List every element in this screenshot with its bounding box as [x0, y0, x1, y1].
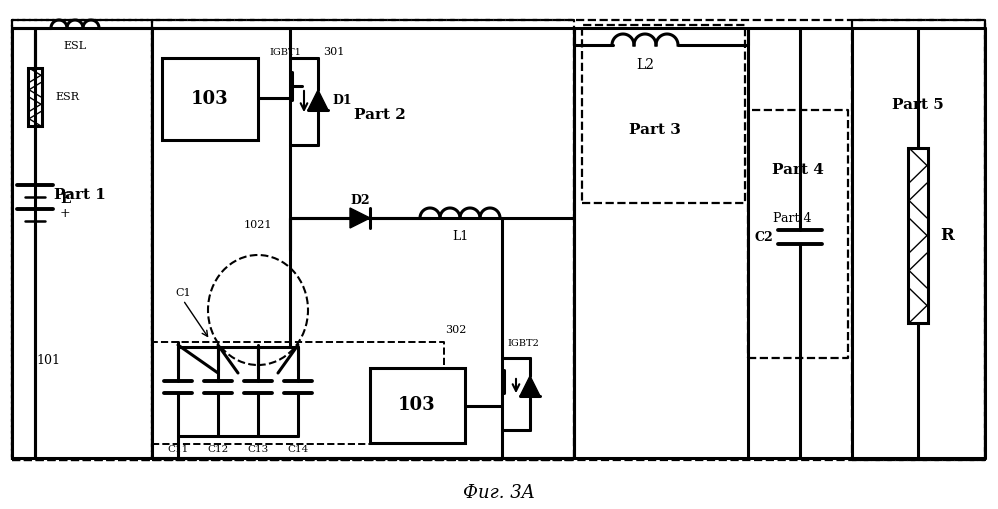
- Text: Part 4: Part 4: [772, 163, 824, 177]
- Text: +: +: [60, 207, 71, 219]
- Text: ESL: ESL: [64, 41, 87, 51]
- Text: C13: C13: [248, 445, 268, 455]
- Text: ESR: ESR: [55, 92, 79, 102]
- Bar: [908, 148, 928, 323]
- Text: Part 1: Part 1: [54, 188, 106, 202]
- Bar: [152, 20, 574, 460]
- Text: 1021: 1021: [244, 220, 272, 230]
- Text: IGBT1: IGBT1: [269, 47, 301, 56]
- Polygon shape: [520, 376, 540, 396]
- Text: C11: C11: [168, 445, 189, 455]
- Text: C14: C14: [287, 445, 308, 455]
- Text: E: E: [60, 192, 71, 206]
- Bar: [162, 58, 258, 140]
- Text: Part 4: Part 4: [773, 212, 811, 224]
- Bar: [582, 25, 745, 203]
- Text: Фиг. 3A: Фиг. 3A: [463, 484, 535, 502]
- Text: D1: D1: [332, 94, 351, 106]
- Text: IGBT2: IGBT2: [507, 338, 539, 348]
- Text: C2: C2: [754, 231, 773, 243]
- Text: 101: 101: [36, 353, 60, 366]
- Text: Part 3: Part 3: [629, 123, 681, 137]
- Text: C1: C1: [175, 288, 191, 298]
- Polygon shape: [308, 90, 328, 110]
- Text: 302: 302: [445, 325, 466, 335]
- Polygon shape: [350, 208, 370, 228]
- Bar: [28, 68, 42, 126]
- Bar: [12, 20, 152, 460]
- Bar: [370, 368, 465, 443]
- Text: L1: L1: [452, 230, 468, 242]
- Text: 301: 301: [323, 47, 344, 57]
- Text: 103: 103: [192, 90, 229, 108]
- Text: L2: L2: [636, 58, 654, 72]
- Bar: [12, 20, 985, 460]
- Bar: [852, 20, 985, 460]
- Text: Part 2: Part 2: [354, 108, 406, 122]
- Bar: [748, 110, 848, 358]
- Text: R: R: [940, 227, 954, 243]
- Text: Part 5: Part 5: [892, 98, 944, 112]
- Text: C12: C12: [208, 445, 229, 455]
- Bar: [152, 342, 444, 444]
- Text: 103: 103: [398, 396, 436, 414]
- Text: D2: D2: [350, 193, 370, 207]
